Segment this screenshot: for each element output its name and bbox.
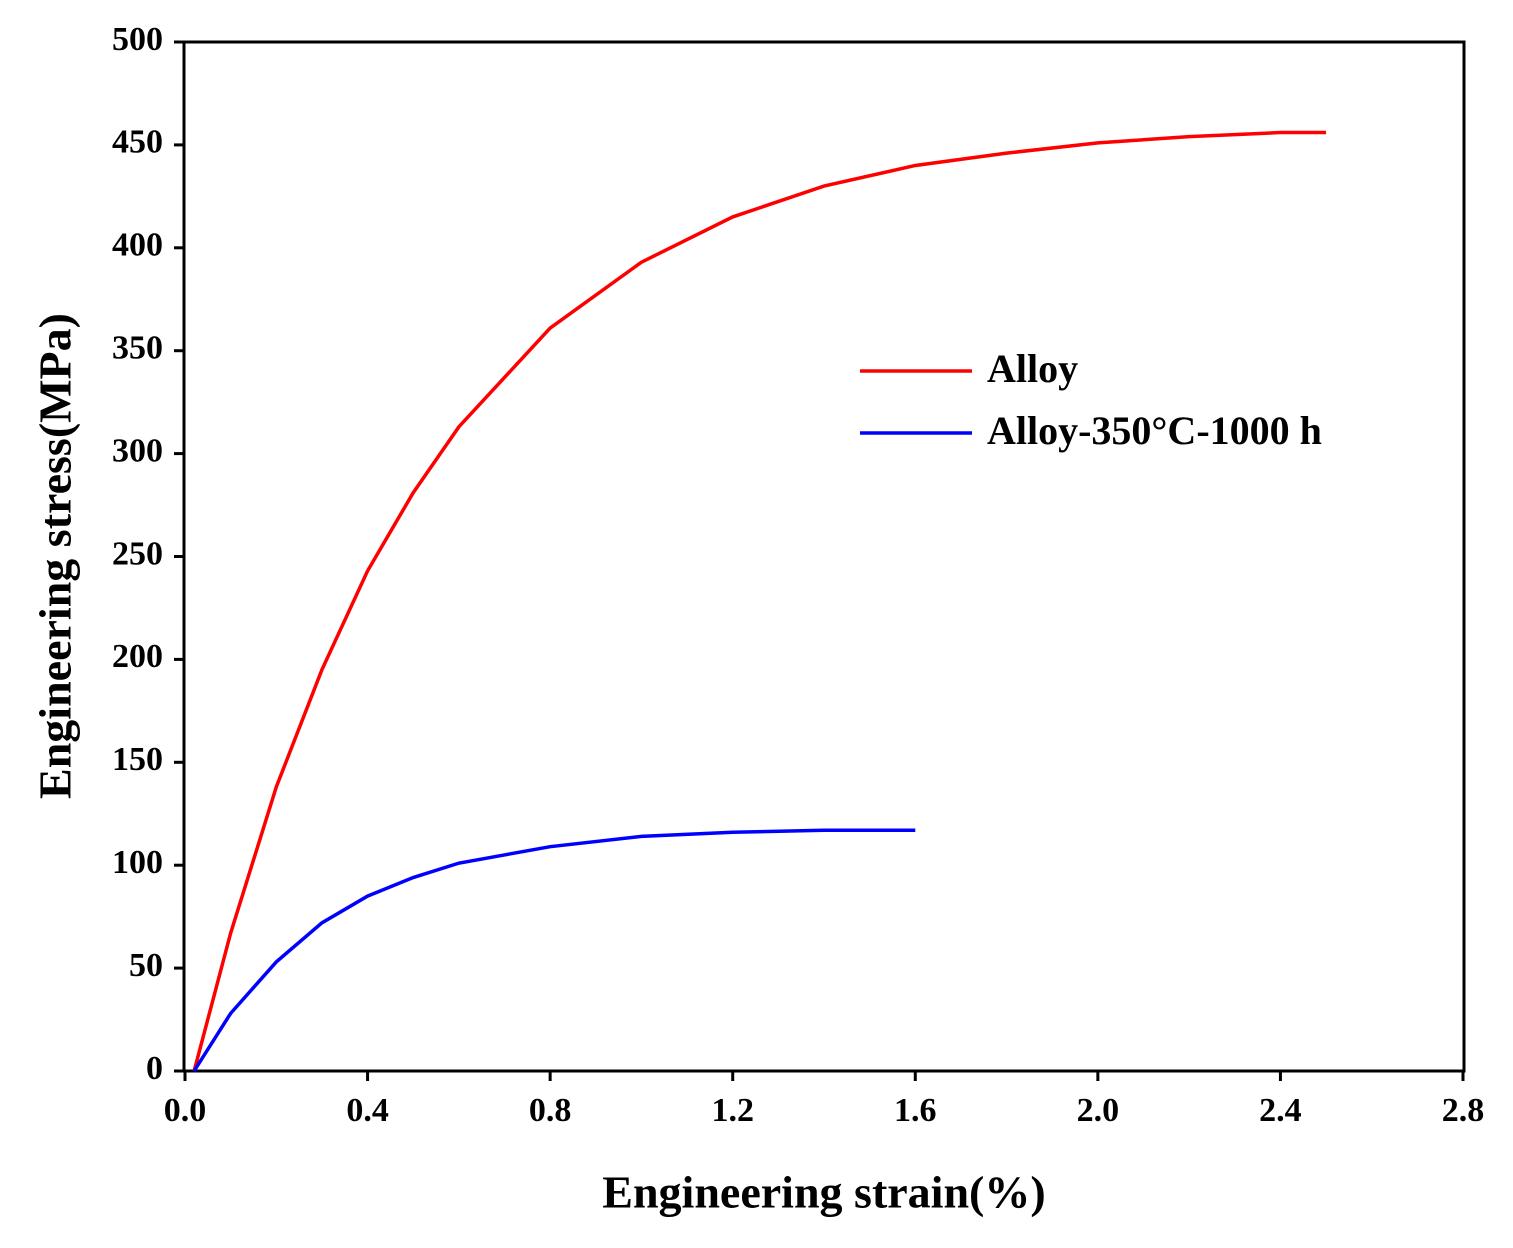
- y-tick-label: 500: [112, 21, 163, 58]
- y-axis-label: Engineering stress(MPa): [30, 313, 81, 799]
- y-tick-label: 400: [112, 227, 163, 264]
- x-axis-label: Engineering strain(%): [602, 1167, 1045, 1218]
- x-tick-label: 2.0: [1077, 1092, 1120, 1129]
- data-line: [192, 828, 916, 1072]
- y-tick-label: 350: [112, 329, 163, 366]
- y-tick-label: 250: [112, 535, 163, 572]
- y-tick-label: 150: [112, 741, 163, 778]
- y-tick-label: 100: [112, 844, 163, 881]
- legend-label: Alloy-350°C-1000 h: [987, 408, 1322, 453]
- y-tick-label: 450: [112, 124, 163, 161]
- x-tick-label: 1.2: [711, 1092, 754, 1129]
- x-tick-label: 0.4: [346, 1092, 389, 1129]
- legend-label: Alloy: [987, 346, 1078, 391]
- y-tick-label: 50: [129, 947, 163, 984]
- x-tick-label: 1.6: [894, 1092, 937, 1129]
- y-tick-label: 200: [112, 638, 163, 675]
- x-tick-label: 2.8: [1442, 1092, 1485, 1129]
- y-tick-label: 0: [146, 1050, 163, 1087]
- x-tick-label: 0.8: [529, 1092, 572, 1129]
- x-tick-label: 2.4: [1259, 1092, 1302, 1129]
- data-line: [192, 130, 1327, 1072]
- y-tick-label: 300: [112, 432, 163, 469]
- x-tick-label: 0.0: [164, 1092, 207, 1129]
